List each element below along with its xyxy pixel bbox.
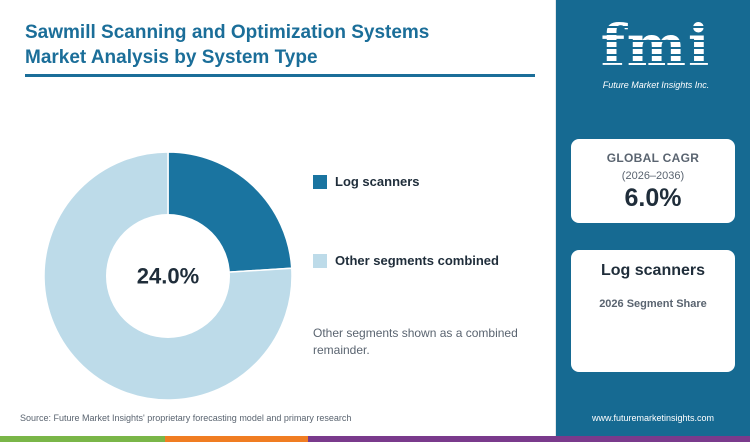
cagr-label: GLOBAL CAGR bbox=[606, 151, 700, 165]
segment-card: Log scanners 2026 Segment Share bbox=[571, 250, 735, 372]
legend-item-log-scanners: Log scanners bbox=[313, 174, 420, 189]
cagr-period: (2026–2036) bbox=[621, 170, 685, 182]
legend-item-other-segments: Other segments combined bbox=[313, 253, 499, 268]
logo-tagline: Future Market Insights Inc. bbox=[602, 80, 710, 90]
logo-stripe-overlay bbox=[586, 14, 726, 78]
legend-label-log-scanners: Log scanners bbox=[335, 174, 420, 189]
source-text: Source: Future Market Insights' propriet… bbox=[20, 413, 352, 423]
chart-panel: Sawmill Scanning and Optimization System… bbox=[20, 0, 556, 442]
cagr-card: GLOBAL CAGR (2026–2036) 6.0% bbox=[571, 139, 735, 223]
fmi-logo: fmi Future Market Insights Inc. bbox=[586, 14, 726, 94]
legend-swatch-other-segments bbox=[313, 253, 327, 268]
sidebar: fmi Future Market Insights Inc. GLOBAL C… bbox=[556, 0, 750, 436]
title-underline bbox=[25, 74, 535, 77]
legend-swatch-log-scanners bbox=[313, 174, 327, 189]
title-line-1: Sawmill Scanning and Optimization System… bbox=[25, 22, 430, 43]
chart-title: Sawmill Scanning and Optimization System… bbox=[25, 20, 535, 70]
bottom-strip-purple bbox=[308, 436, 750, 442]
title-line-2: Market Analysis by System Type bbox=[25, 47, 318, 68]
center-value-label: 24.0% bbox=[137, 264, 199, 289]
segment-name: Log scanners bbox=[600, 262, 706, 279]
bottom-strip-orange bbox=[165, 436, 308, 442]
website-link[interactable]: www.futuremarketinsights.com bbox=[591, 413, 715, 423]
legend-label-other-segments: Other segments combined bbox=[335, 253, 499, 268]
segment-caption: 2026 Segment Share bbox=[599, 298, 707, 310]
bottom-strip-green bbox=[0, 436, 165, 442]
cagr-value: 6.0% bbox=[624, 184, 682, 212]
donut-hole bbox=[106, 214, 230, 338]
donut-chart: 24.0% bbox=[43, 151, 293, 401]
remainder-note: Other segments shown as a combined remai… bbox=[313, 326, 518, 357]
